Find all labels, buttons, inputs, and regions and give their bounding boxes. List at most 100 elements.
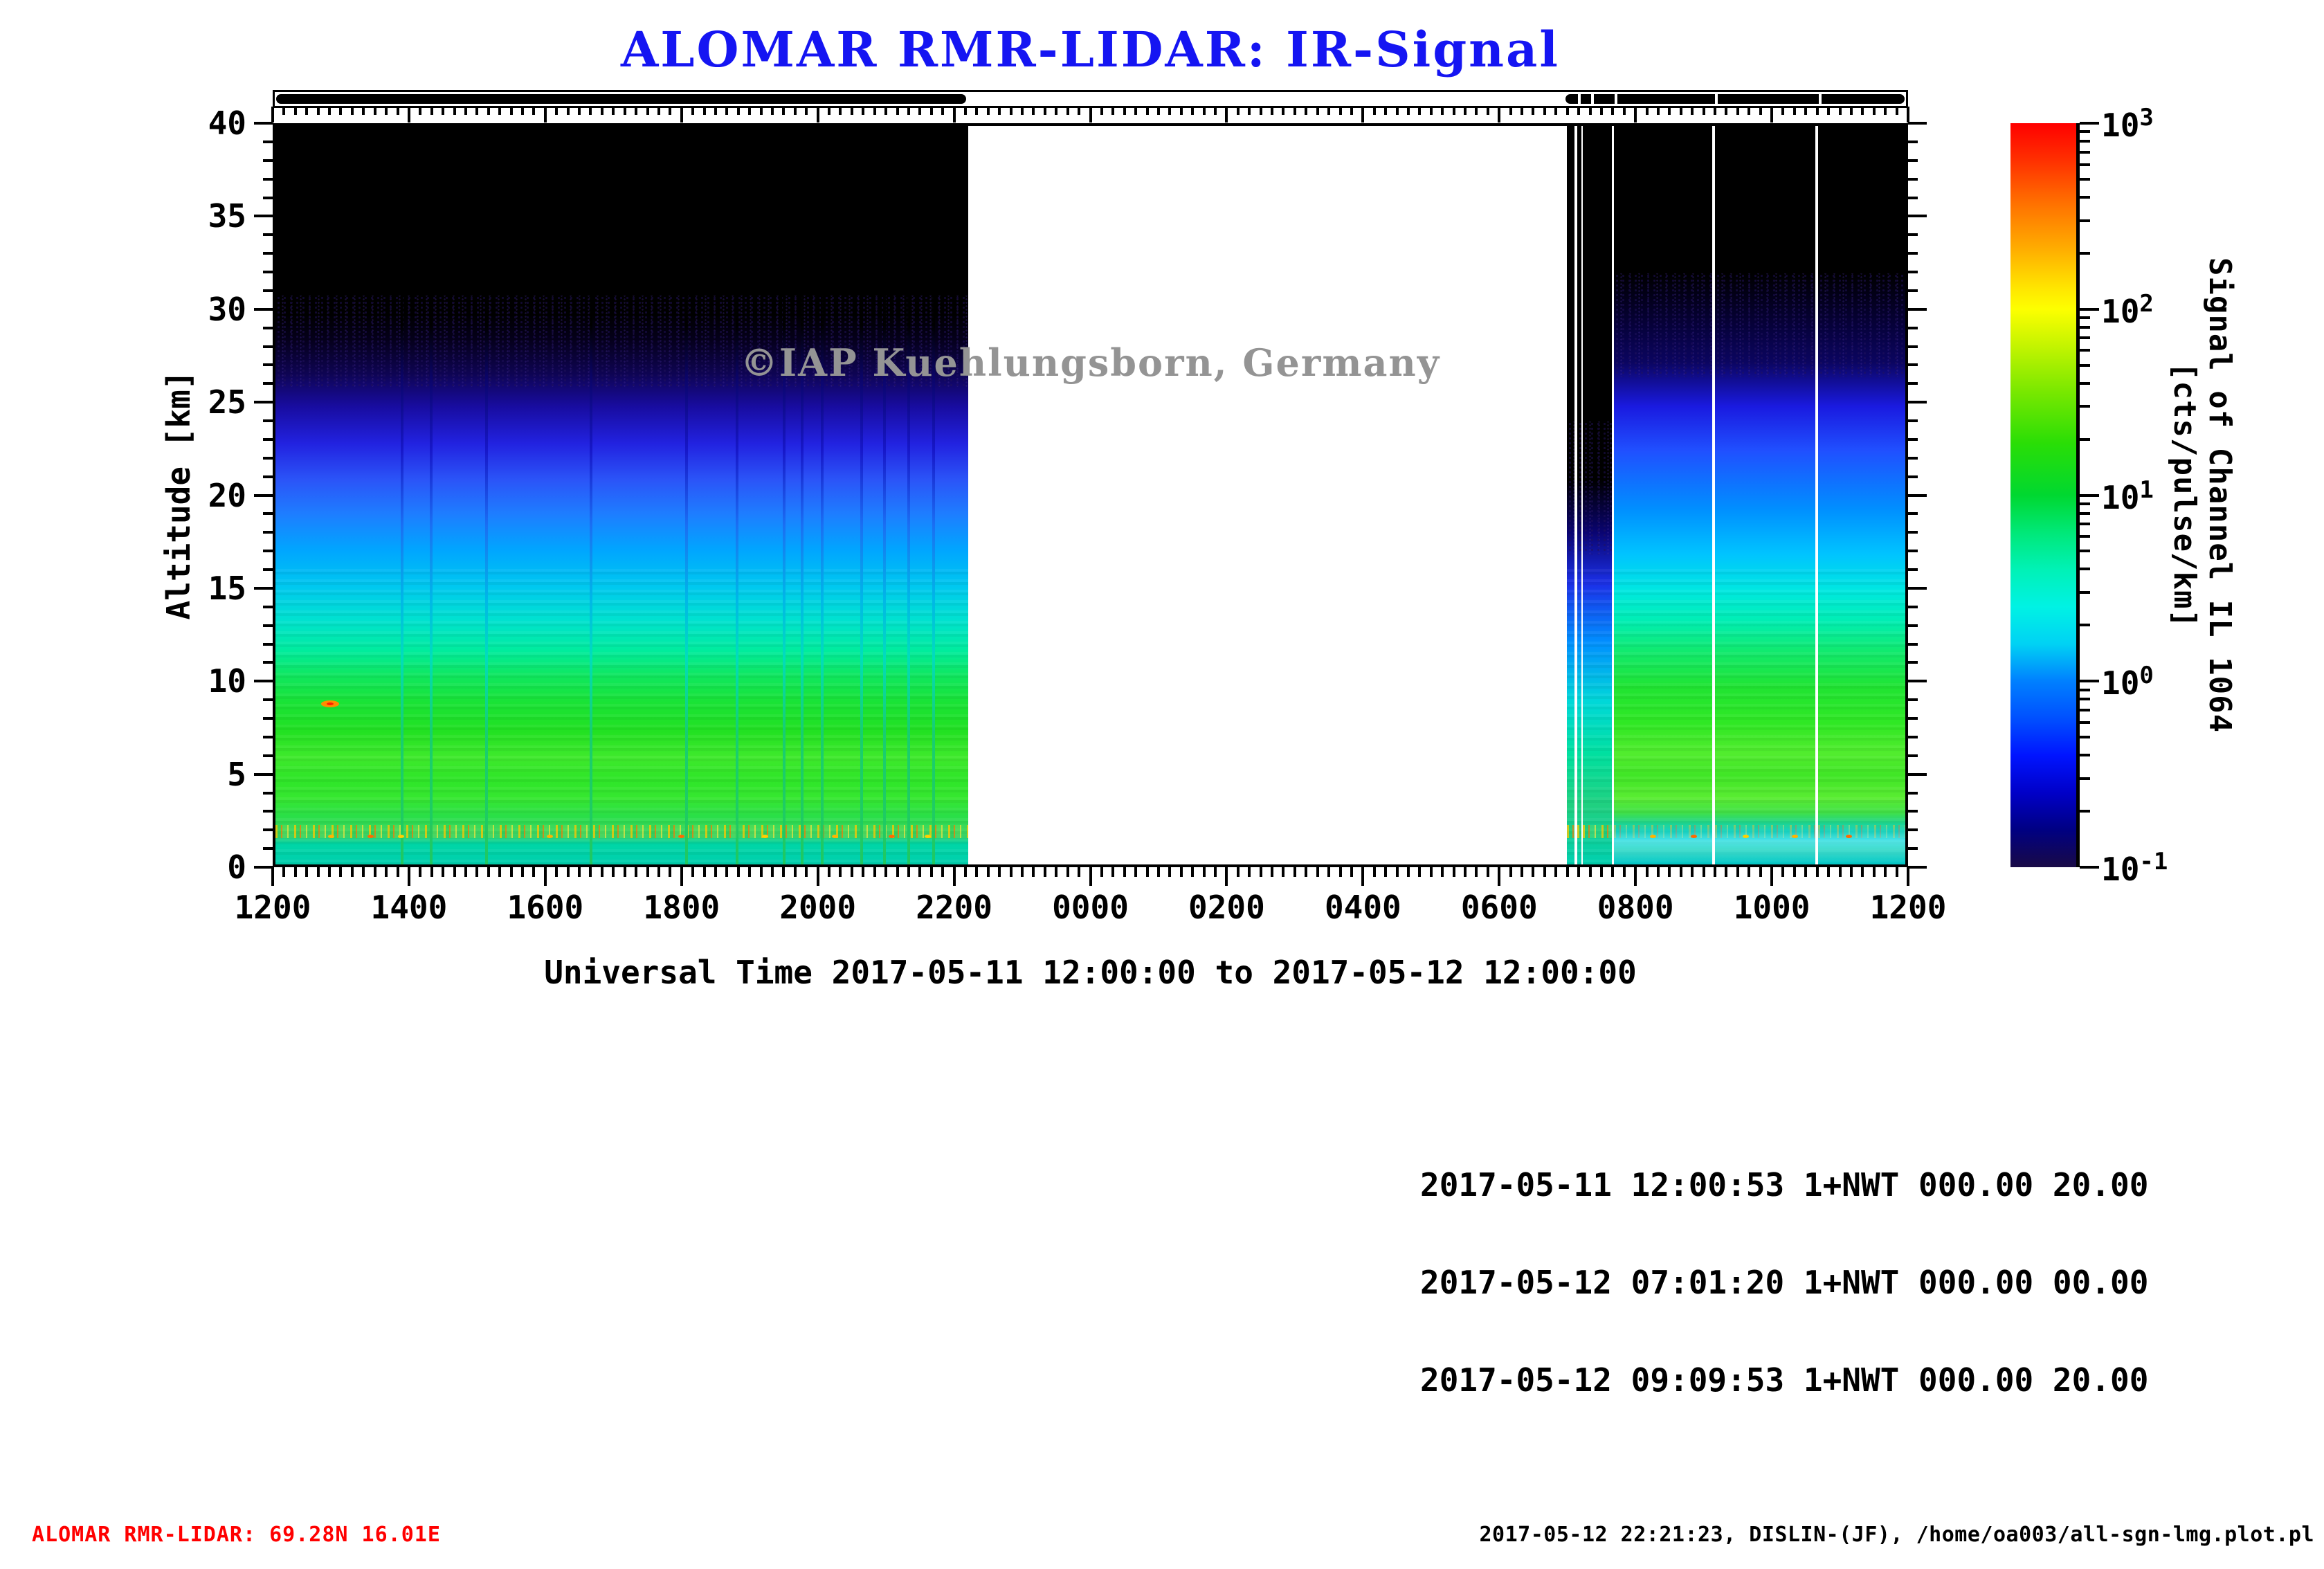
y-axis-tick — [254, 401, 273, 404]
x-axis-tick — [1679, 867, 1682, 877]
x-tick-label: 0000 — [1052, 889, 1129, 926]
x-axis-tick — [521, 867, 524, 877]
x-tick-label: 1200 — [234, 889, 311, 926]
x-axis-tick — [487, 107, 490, 115]
x-axis-tick — [1804, 107, 1808, 115]
noise-transition-band — [1817, 273, 1905, 377]
annotation-line: 2017-05-12 09:09:53 1+NWT 000.00 20.00 — [1420, 1361, 2149, 1399]
x-axis-tick — [1464, 867, 1467, 877]
y-axis-tick — [1908, 698, 1918, 702]
boundary-layer-wash — [1613, 813, 1712, 864]
y-axis-tick — [1908, 233, 1918, 237]
x-axis-tick — [1895, 107, 1898, 115]
x-axis-tick — [373, 867, 376, 877]
x-axis-tick — [1770, 107, 1774, 123]
x-axis-tick — [1781, 107, 1785, 115]
x-axis-tick — [509, 867, 513, 877]
aerosol-speck — [1845, 834, 1852, 838]
x-axis-tick — [918, 867, 922, 877]
x-axis-tick — [1191, 867, 1195, 877]
aerosol-layer-line — [1566, 825, 1575, 838]
x-axis-tick — [1350, 107, 1353, 115]
y-tick-label: 25 — [208, 383, 246, 421]
y-tick-label: 15 — [208, 569, 246, 607]
x-axis-tick — [442, 867, 445, 877]
x-axis-tick — [1327, 107, 1331, 115]
colorbar-title: Signal of Channel IL 1064 [cts/pulse/km] — [2167, 257, 2237, 734]
x-axis-tick — [691, 867, 695, 877]
y-tick-label: 20 — [208, 476, 246, 514]
x-axis-tick — [918, 107, 922, 115]
x-axis-tick — [430, 867, 433, 877]
data-gap-stripe — [783, 126, 786, 864]
colorbar-minor-tick — [2080, 363, 2090, 367]
x-axis-tick — [612, 107, 615, 115]
x-axis-tick — [1009, 867, 1013, 877]
x-axis-tick — [986, 867, 990, 877]
x-axis-tick — [578, 107, 581, 115]
y-axis-tick — [1908, 586, 1927, 590]
x-tick-label: 0200 — [1188, 889, 1265, 926]
y-axis-tick — [263, 624, 273, 627]
x-axis-tick — [1236, 107, 1240, 115]
x-axis-tick — [907, 867, 910, 877]
colorbar-major-tick — [2080, 307, 2099, 311]
x-axis-tick — [725, 107, 729, 115]
x-axis-tick — [1611, 867, 1615, 877]
annotation-line: 2017-05-11 12:00:53 1+NWT 000.00 20.00 — [1420, 1166, 2149, 1204]
x-axis-tick — [1361, 867, 1365, 886]
x-axis-tick — [1452, 107, 1455, 115]
y-axis-tick — [263, 326, 273, 329]
data-gap-stripe — [735, 126, 738, 864]
x-axis-tick — [566, 867, 570, 877]
x-axis-tick — [1725, 867, 1728, 877]
x-axis-tick — [1111, 867, 1115, 877]
y-axis-tick — [1908, 456, 1918, 460]
y-axis-tick — [263, 828, 273, 832]
x-axis-tick — [1156, 107, 1160, 115]
colorbar — [2010, 123, 2076, 867]
x-axis-tick — [1599, 107, 1603, 115]
x-axis-tick — [1804, 867, 1808, 877]
colorbar-tick-label: 10-1 — [2101, 848, 2168, 888]
y-axis-tick — [263, 437, 273, 441]
y-axis-ticks-right — [1908, 122, 1930, 869]
signal-banding-overlay — [275, 569, 968, 864]
aerosol-speck — [889, 834, 896, 838]
x-axis-tick — [896, 867, 899, 877]
y-axis-tick — [254, 866, 273, 869]
x-axis-tick — [635, 107, 638, 115]
x-axis-tick — [1429, 867, 1433, 877]
x-axis-tick — [1872, 867, 1876, 877]
x-axis-tick — [293, 867, 297, 877]
x-axis-tick — [1305, 867, 1308, 877]
y-tick-label: 35 — [208, 197, 246, 235]
x-axis-tick — [419, 107, 422, 115]
x-axis-tick — [963, 107, 967, 115]
x-axis-tick — [1668, 107, 1671, 115]
x-axis-tick — [1316, 867, 1319, 877]
x-axis-tick — [1577, 107, 1581, 115]
x-axis-ticks-top — [271, 107, 1909, 123]
y-axis-tick — [1908, 345, 1918, 348]
colorbar-minor-tick — [2080, 163, 2090, 166]
x-tick-label: 0400 — [1324, 889, 1401, 926]
x-axis-tick — [998, 107, 1001, 115]
x-axis-tick — [1202, 107, 1206, 115]
x-axis-tick — [793, 107, 797, 115]
x-axis-tick — [1100, 107, 1103, 115]
x-axis-tick — [1691, 107, 1694, 115]
plot-title: ALOMAR RMR-LIDAR: IR-Signal — [621, 21, 1560, 78]
y-axis-tick — [263, 475, 273, 478]
y-axis-tick — [263, 531, 273, 534]
x-axis-tick — [419, 867, 422, 877]
coverage-gap — [1590, 94, 1594, 104]
data-gap-stripe — [821, 126, 824, 864]
coverage-segment — [1565, 94, 1905, 104]
x-tick-label: 2200 — [916, 889, 992, 926]
x-axis-tick — [1498, 107, 1501, 123]
y-axis-tick — [1908, 475, 1918, 478]
colorbar-minor-tick — [2080, 502, 2090, 505]
x-axis-tick — [1861, 107, 1864, 115]
